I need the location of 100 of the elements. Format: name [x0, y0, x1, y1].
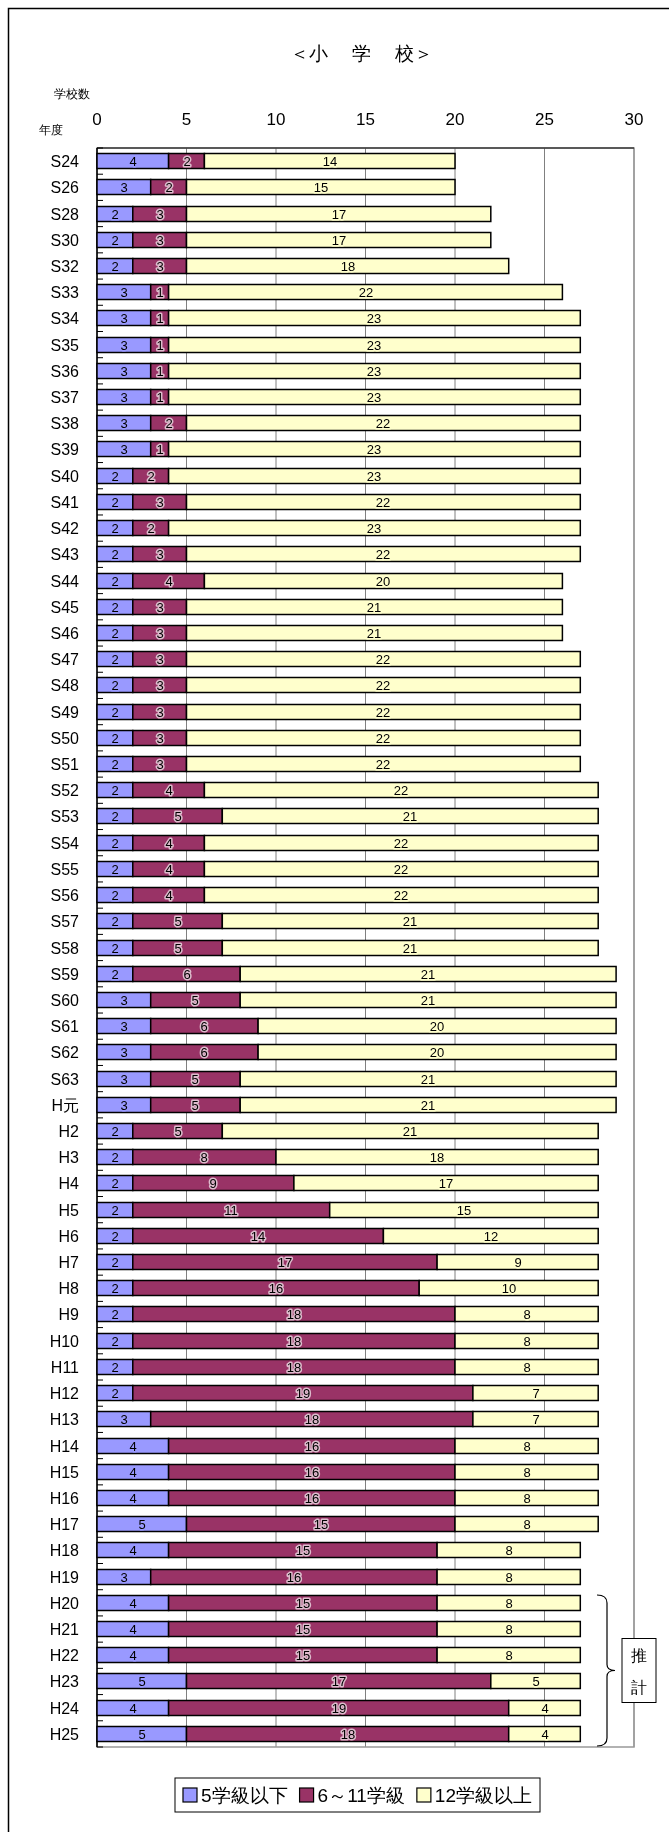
- data-label: 8: [505, 1543, 513, 1558]
- y-tick-label: S52: [50, 782, 80, 799]
- y-tick-label: S47: [50, 651, 80, 668]
- y-tick-label: S30: [50, 232, 80, 249]
- data-label: 8: [523, 1307, 531, 1322]
- data-label: 22: [393, 862, 409, 877]
- y-tick-label: S41: [50, 494, 80, 511]
- legend-label: 6～11学級: [317, 1785, 405, 1806]
- data-label: 12: [483, 1229, 499, 1244]
- data-label: 2: [165, 416, 173, 431]
- y-tick-label: S55: [50, 861, 80, 878]
- data-label: 4: [541, 1727, 549, 1742]
- data-label: 8: [505, 1570, 513, 1585]
- data-label: 9: [209, 1176, 217, 1191]
- y-tick-label: H9: [58, 1306, 80, 1323]
- data-label: 3: [120, 1570, 128, 1585]
- data-label: 2: [111, 705, 119, 720]
- y-tick-label: H11: [50, 1359, 80, 1376]
- y-tick-label: S44: [50, 573, 80, 590]
- y-tick-label: H25: [49, 1726, 80, 1743]
- data-label: 2: [111, 652, 119, 667]
- data-label: 2: [183, 154, 191, 169]
- data-label: 23: [366, 338, 382, 353]
- y-tick-label: S43: [50, 546, 80, 563]
- data-label: 14: [322, 154, 338, 169]
- data-label: 3: [156, 207, 164, 222]
- y-tick-label: S35: [50, 337, 80, 354]
- data-label: 5: [174, 941, 182, 956]
- data-label: 18: [304, 1412, 320, 1427]
- data-label: 15: [295, 1648, 311, 1663]
- data-label: 3: [120, 338, 128, 353]
- data-label: 14: [250, 1229, 266, 1244]
- data-label: 23: [366, 311, 382, 326]
- annotation: 推計: [631, 1646, 647, 1696]
- data-label: 2: [111, 809, 119, 824]
- y-tick-label: S62: [50, 1044, 80, 1061]
- data-label: 2: [111, 1360, 119, 1375]
- data-label: 18: [340, 1727, 356, 1742]
- data-label: 2: [111, 259, 119, 274]
- data-label: 2: [111, 862, 119, 877]
- data-label: 1: [156, 390, 164, 405]
- data-label: 22: [393, 888, 409, 903]
- data-label: 2: [111, 1386, 119, 1401]
- data-label: 15: [456, 1203, 472, 1218]
- data-label: 22: [393, 836, 409, 851]
- data-label: 8: [523, 1517, 531, 1532]
- y-tick-label: H19: [49, 1569, 80, 1586]
- data-label: 17: [331, 233, 347, 248]
- data-label: 2: [111, 914, 119, 929]
- x-tick-label: 15: [356, 110, 375, 129]
- data-label: 8: [523, 1360, 531, 1375]
- data-label: 20: [429, 1019, 445, 1034]
- data-label: 3: [156, 259, 164, 274]
- data-label: 2: [111, 757, 119, 772]
- y-tick-label: H10: [49, 1333, 80, 1350]
- data-label: 18: [286, 1307, 302, 1322]
- data-label: 3: [156, 547, 164, 562]
- data-label: 3: [120, 1098, 128, 1113]
- x-tick-label: 10: [266, 110, 286, 129]
- data-label: 2: [147, 521, 155, 536]
- data-label: 7: [532, 1386, 540, 1401]
- data-label: 5: [138, 1674, 146, 1689]
- data-label: 21: [366, 600, 382, 615]
- data-label: 4: [165, 783, 173, 798]
- data-label: 5: [174, 809, 182, 824]
- y-tick-label: S57: [50, 913, 80, 930]
- data-label: 5: [191, 993, 199, 1008]
- data-label: 6: [183, 967, 191, 982]
- data-label: 2: [111, 1334, 119, 1349]
- data-label: 21: [420, 967, 436, 982]
- y-tick-label: H3: [58, 1149, 80, 1166]
- data-label: 20: [429, 1045, 445, 1060]
- data-label: 8: [523, 1439, 531, 1454]
- data-label: 3: [120, 1072, 128, 1087]
- data-label: 2: [111, 574, 119, 589]
- data-label: 16: [286, 1570, 302, 1585]
- y-tick-label: H21: [49, 1621, 80, 1638]
- y-tick-label: S51: [50, 756, 80, 773]
- x-tick-label: 25: [535, 110, 554, 129]
- data-label: 8: [523, 1465, 531, 1480]
- data-label: 21: [420, 993, 436, 1008]
- data-label: 4: [129, 1701, 137, 1716]
- y-tick-label: H6: [58, 1228, 80, 1245]
- data-label: 4: [129, 1465, 137, 1480]
- data-label: 17: [438, 1176, 454, 1191]
- data-label: 4: [165, 888, 173, 903]
- y-tick-label: S28: [50, 206, 80, 223]
- data-label: 2: [111, 521, 119, 536]
- data-label: 2: [111, 783, 119, 798]
- data-label: 2: [111, 1307, 119, 1322]
- data-label: 4: [129, 1596, 137, 1611]
- data-label: 2: [165, 180, 173, 195]
- data-label: 15: [313, 1517, 329, 1532]
- data-label: 4: [129, 1439, 137, 1454]
- data-label: 22: [358, 285, 374, 300]
- data-label: 4: [541, 1701, 549, 1716]
- y-tick-label: H22: [49, 1647, 80, 1664]
- y-tick-label: S40: [50, 468, 80, 485]
- y-tick-label: S50: [50, 730, 80, 747]
- data-label: 2: [111, 836, 119, 851]
